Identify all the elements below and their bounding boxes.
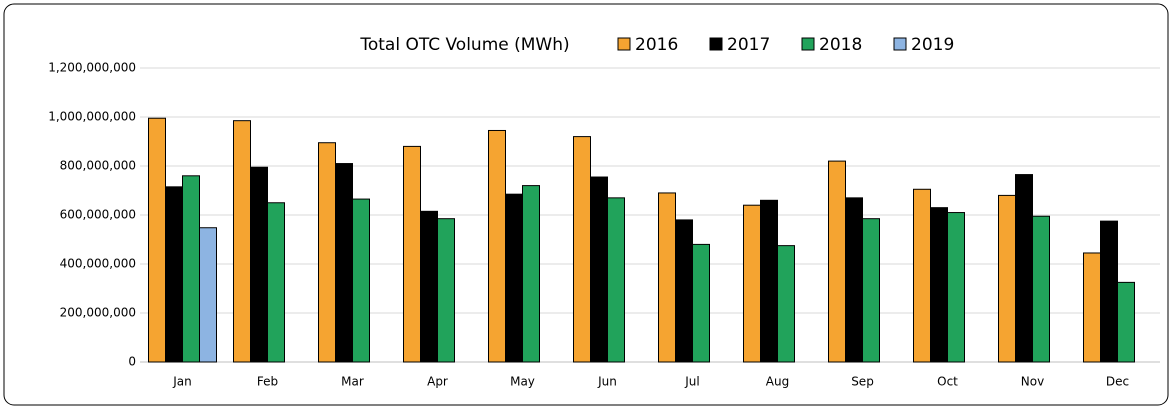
bar (1100, 220, 1118, 363)
x-tick-label: Jul (684, 375, 699, 389)
y-tick-label: 400,000,000 (60, 257, 136, 271)
bar (1117, 281, 1135, 363)
bar (182, 175, 200, 363)
legend-label: 2018 (819, 35, 862, 55)
bar (777, 245, 795, 363)
legend-swatch (617, 37, 631, 51)
bar (947, 212, 965, 363)
bar (607, 197, 625, 363)
bar (1083, 252, 1101, 363)
bar (250, 166, 268, 363)
y-tick-label: 600,000,000 (60, 208, 136, 222)
chart-title: Total OTC Volume (MWh) (359, 35, 569, 55)
bar (658, 192, 676, 363)
bar (505, 193, 523, 363)
legend-swatch (709, 37, 723, 51)
bar (573, 136, 591, 363)
x-tick-label: Nov (1021, 375, 1044, 389)
legend-swatch (801, 37, 815, 51)
legend-label: 2017 (727, 35, 770, 55)
bar (862, 218, 880, 363)
y-tick-label: 1,200,000,000 (48, 61, 136, 75)
y-tick-label: 1,000,000,000 (48, 110, 136, 124)
bar (590, 176, 608, 363)
bar (845, 197, 863, 363)
bar (199, 227, 217, 363)
bar (318, 142, 336, 363)
x-tick-label: Jun (597, 375, 617, 389)
y-tick-label: 800,000,000 (60, 159, 136, 173)
bar (403, 145, 421, 363)
bar (913, 188, 931, 363)
bar (148, 117, 166, 363)
legend-label: 2019 (911, 35, 954, 55)
x-tick-label: Mar (341, 375, 364, 389)
bar (267, 202, 285, 363)
bar (437, 218, 455, 363)
bar (522, 185, 540, 363)
bar (1032, 215, 1050, 363)
legend-label: 2016 (635, 35, 678, 55)
bar (828, 160, 846, 363)
bar (692, 243, 710, 363)
bar (420, 210, 438, 363)
bar (675, 219, 693, 363)
bar (1015, 174, 1033, 363)
y-tick-label: 200,000,000 (60, 306, 136, 320)
y-tick-label: 0 (128, 355, 136, 369)
bar (352, 198, 370, 363)
x-tick-label: Apr (427, 375, 448, 389)
bar (165, 186, 183, 363)
x-tick-label: Oct (937, 375, 958, 389)
bar (233, 120, 251, 363)
bar (488, 129, 506, 363)
x-tick-label: May (510, 375, 535, 389)
bar (335, 163, 353, 363)
bar (998, 194, 1016, 363)
legend-swatch (893, 37, 907, 51)
bar (743, 204, 761, 363)
bar (930, 207, 948, 363)
x-tick-label: Jan (172, 375, 192, 389)
x-tick-label: Sep (851, 375, 874, 389)
x-tick-label: Feb (257, 375, 278, 389)
bar (760, 199, 778, 363)
x-tick-label: Aug (766, 375, 789, 389)
x-tick-label: Dec (1106, 375, 1129, 389)
